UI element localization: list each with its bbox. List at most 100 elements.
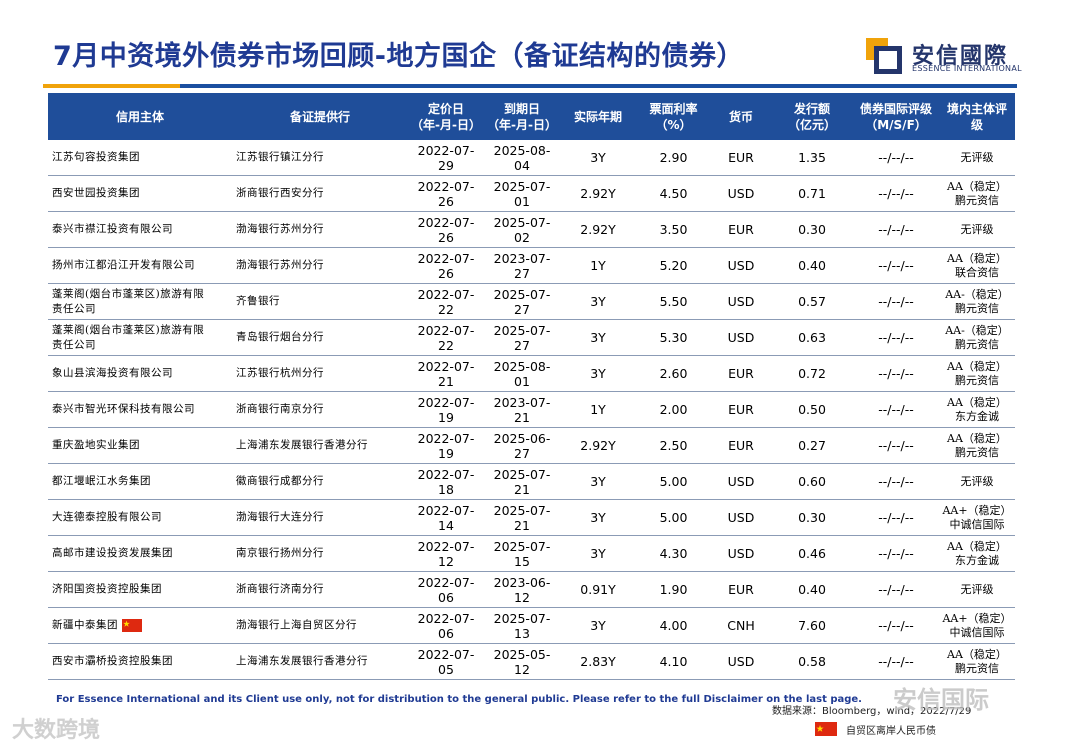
- dom-line: AA+（稳定）: [942, 503, 1012, 517]
- cell-tenor: 3Y: [560, 319, 636, 356]
- cell-intl: --/--/--: [853, 571, 939, 608]
- cell-coupon: 4.50: [636, 175, 711, 212]
- cell-coupon: 2.50: [636, 427, 711, 464]
- column-header-line: 货币: [728, 109, 753, 124]
- issuer-line: 新疆中泰集团: [52, 618, 230, 633]
- issuer-line: 济阳国资投资控股集团: [52, 583, 162, 595]
- issuer-line: 责任公司: [52, 302, 96, 315]
- cell-tenor: 2.92Y: [560, 211, 636, 248]
- cell-issuer: 象山县滨海投资有限公司: [48, 355, 232, 392]
- watermark-right: 安信国际: [893, 686, 989, 714]
- cell-intl: --/--/--: [853, 535, 939, 572]
- column-header-line: （年-月-日）: [411, 117, 481, 132]
- cell-coupon: 4.10: [636, 643, 711, 680]
- title-rule-accent: [43, 84, 180, 88]
- dom-line: 鹏元资信: [955, 373, 999, 387]
- cell-pricing: 2022-07-19: [408, 391, 484, 428]
- cell-pricing: 2022-07-06: [408, 607, 484, 644]
- cell-amount: 0.50: [771, 391, 853, 428]
- cell-ccy: USD: [711, 283, 771, 320]
- cell-pricing: 2022-07-21: [408, 355, 484, 392]
- cell-dom: 无评级: [939, 571, 1015, 608]
- table-row: 高邮市建设投资发展集团 南京银行扬州分行 2022-07-12 2025-07-15 3…: [48, 535, 1015, 572]
- cell-ccy: USD: [711, 499, 771, 536]
- table-row: 新疆中泰集团 渤海银行上海自贸区分行 2022-07-06 2025-07-13 3Y 4…: [48, 607, 1015, 644]
- cell-guarantor: 浙商银行西安分行: [232, 175, 408, 212]
- cell-ccy: USD: [711, 319, 771, 356]
- column-header: 货币: [711, 93, 771, 140]
- cell-dom: AA（稳定） 鹏元资信: [939, 427, 1015, 464]
- cell-amount: 1.35: [771, 140, 853, 176]
- cell-guarantor: 上海浦东发展银行香港分行: [232, 427, 408, 464]
- dom-line: AA（稳定）: [947, 359, 1007, 373]
- cell-ccy: USD: [711, 175, 771, 212]
- flag-legend-label: 自贸区离岸人民币债: [846, 726, 936, 737]
- issuer-line: 扬州市江都沿江开发有限公司: [52, 259, 195, 271]
- cell-pricing: 2022-07-22: [408, 319, 484, 356]
- table-body: 江苏句容投资集团 江苏银行镇江分行 2022-07-29 2025-08-04 3Y 2.…: [48, 140, 1015, 680]
- column-header: 备证提供行: [232, 93, 408, 140]
- cell-maturity: 2025-08-01: [484, 355, 560, 392]
- cell-dom: AA（稳定） 鹏元资信: [939, 175, 1015, 212]
- cell-coupon: 4.00: [636, 607, 711, 644]
- cell-intl: --/--/--: [853, 140, 939, 176]
- cell-amount: 0.71: [771, 175, 853, 212]
- dom-line: AA+（稳定）: [942, 611, 1012, 625]
- cell-ccy: EUR: [711, 355, 771, 392]
- column-header: 到期日 （年-月-日）: [484, 93, 560, 140]
- cell-issuer: 西安市灞桥投资控股集团: [48, 643, 232, 680]
- issuer-line: 重庆盈地实业集团: [52, 439, 140, 451]
- cell-issuer: 都江堰岷江水务集团: [48, 463, 232, 500]
- column-header-line: 境内主体评: [946, 101, 1007, 116]
- cell-tenor: 3Y: [560, 355, 636, 392]
- cell-maturity: 2023-06-12: [484, 571, 560, 608]
- column-header-line: （M/S/F）: [865, 117, 927, 132]
- cell-dom: AA-（稳定） 鹏元资信: [939, 319, 1015, 356]
- china-flag-icon: [122, 618, 142, 632]
- cell-tenor: 3Y: [560, 607, 636, 644]
- cell-dom: AA（稳定） 联合资信: [939, 247, 1015, 284]
- cell-ccy: CNH: [711, 607, 771, 644]
- issuer-text: 新疆中泰集团: [52, 619, 118, 631]
- dom-line: 中诚信国际: [949, 625, 1005, 639]
- cell-dom: AA（稳定） 鹏元资信: [939, 643, 1015, 680]
- cell-ccy: EUR: [711, 211, 771, 248]
- cell-pricing: 2022-07-26: [408, 211, 484, 248]
- dom-line: 鹏元资信: [955, 445, 999, 459]
- dom-line: AA-（稳定）: [945, 323, 1009, 337]
- cell-maturity: 2025-06-27: [484, 427, 560, 464]
- cell-guarantor: 徽商银行成都分行: [232, 463, 408, 500]
- cell-maturity: 2025-07-27: [484, 319, 560, 356]
- cell-amount: 0.30: [771, 211, 853, 248]
- cell-intl: --/--/--: [853, 499, 939, 536]
- issuer-line: 象山县滨海投资有限公司: [52, 367, 173, 379]
- cell-tenor: 2.83Y: [560, 643, 636, 680]
- issuer-line: 江苏句容投资集团: [52, 151, 140, 163]
- issuer-line: 泰兴市智光环保科技有限公司: [52, 403, 195, 415]
- cell-ccy: EUR: [711, 571, 771, 608]
- dom-line: 联合资信: [955, 265, 999, 279]
- issuer-line: 责任公司: [52, 338, 96, 351]
- dom-line: AA（稳定）: [947, 647, 1007, 661]
- cell-intl: --/--/--: [853, 283, 939, 320]
- issuer-line: 蓬莱阁(烟台市蓬莱区)旅游有限: [52, 323, 205, 336]
- column-header-line: 定价日: [427, 101, 464, 116]
- cell-intl: --/--/--: [853, 643, 939, 680]
- cell-dom: 无评级: [939, 140, 1015, 176]
- cell-coupon: 5.20: [636, 247, 711, 284]
- cell-maturity: 2025-05-12: [484, 643, 560, 680]
- cell-issuer: 大连德泰控股有限公司: [48, 499, 232, 536]
- dom-line: AA（稳定）: [947, 431, 1007, 445]
- bond-table: 信用主体 备证提供行 定价日 （年-月-日） 到期日 （年-月-日） 实际年期 票面利率 （%）…: [48, 93, 1015, 680]
- cell-guarantor: 浙商银行济南分行: [232, 571, 408, 608]
- dom-line: AA（稳定）: [947, 179, 1007, 193]
- title-rule-main: [350, 84, 1017, 88]
- table-row: 泰兴市智光环保科技有限公司 浙商银行南京分行 2022-07-19 2023-07-2…: [48, 391, 1015, 428]
- column-header-line: 票面利率: [649, 101, 698, 116]
- disclaimer-text: For Essence International and its Client…: [56, 694, 862, 705]
- column-header-line: （年-月-日）: [487, 117, 557, 132]
- cell-maturity: 2025-07-02: [484, 211, 560, 248]
- cell-coupon: 4.30: [636, 535, 711, 572]
- cell-intl: --/--/--: [853, 355, 939, 392]
- cell-ccy: USD: [711, 463, 771, 500]
